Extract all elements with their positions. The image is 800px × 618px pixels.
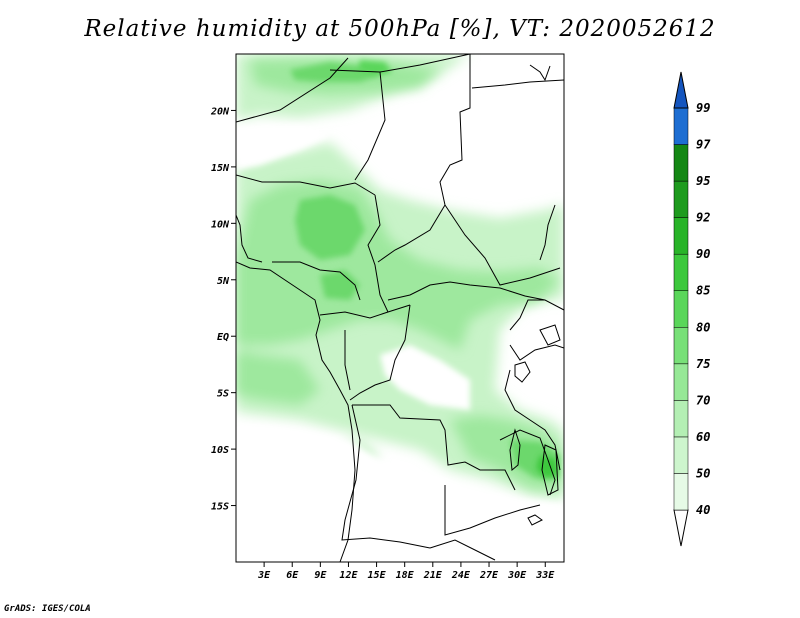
border-line <box>504 369 561 471</box>
border-line <box>236 57 349 123</box>
lon-tick-label: 15E <box>368 570 387 581</box>
humidity-area-medium <box>236 350 320 405</box>
dry-area <box>236 125 330 170</box>
border-line <box>272 261 361 301</box>
lake-outline <box>509 428 521 471</box>
colorbar-label: 75 <box>696 357 710 371</box>
lake-outline <box>514 361 531 383</box>
lake-outline <box>539 324 561 346</box>
colorbar: 40 50 60 70 75 80 85 90 92 95 97 99 <box>673 71 711 547</box>
border-line <box>444 485 541 536</box>
border-line <box>429 539 496 561</box>
lat-tick-label: 5S <box>217 389 229 400</box>
humidity-area-dark <box>320 270 360 300</box>
border-line <box>499 429 556 496</box>
border-line <box>387 281 546 301</box>
border-line <box>471 79 564 89</box>
lon-tick-label: 12E <box>339 570 358 581</box>
lon-tick-label: 9E <box>314 570 327 581</box>
border-line <box>344 330 351 391</box>
chart-title: Relative humidity at 500hPa [%], VT: 202… <box>84 16 716 42</box>
map-frame <box>235 53 565 563</box>
colorbar-min-triangle <box>673 509 689 547</box>
lat-tick-label: 10N <box>211 219 230 230</box>
colorbar-label: 40 <box>696 503 710 517</box>
border-line <box>377 204 446 263</box>
border-line <box>539 204 556 261</box>
colorbar-label: 70 <box>696 393 710 407</box>
lat-tick-label: 5N <box>217 276 230 287</box>
colorbar-label: 60 <box>696 430 710 444</box>
border-line <box>354 71 386 181</box>
latitude-ticks: 20N 15N 10N 5N EQ 5S 10S 15S <box>210 106 236 513</box>
lon-tick-label: 3E <box>257 570 271 581</box>
river-line <box>529 64 551 82</box>
lat-tick-label: 15S <box>211 502 229 513</box>
colorbar-label: 92 <box>696 211 710 225</box>
lat-tick-label: EQ <box>217 332 229 343</box>
lon-tick-label: 33E <box>535 570 555 581</box>
colorbar-segment <box>673 327 689 365</box>
credit-text: GrADS: IGES/COLA <box>4 604 91 614</box>
border-line <box>509 299 564 331</box>
colorbar-label: 85 <box>696 284 710 298</box>
colorbar-label: 90 <box>696 247 710 261</box>
colorbar-segment <box>673 473 689 511</box>
colorbar-segment <box>673 436 689 474</box>
colorbar-segment <box>673 363 689 401</box>
colorbar-segment <box>673 253 689 291</box>
lat-tick-label: 20N <box>210 106 230 117</box>
border-line <box>439 54 471 206</box>
lon-tick-label: 18E <box>396 570 415 581</box>
lat-tick-label: 10S <box>211 445 229 456</box>
border-line <box>341 404 431 549</box>
border-line <box>352 404 516 491</box>
lon-tick-label: 30E <box>507 570 527 581</box>
colorbar-segment <box>673 217 689 255</box>
lat-tick-label: 15N <box>211 163 230 174</box>
colorbar-label: 50 <box>696 466 710 480</box>
border-line <box>367 194 389 313</box>
lon-tick-label: 24E <box>451 570 471 581</box>
colorbar-label: 97 <box>696 138 711 152</box>
dry-area <box>236 425 564 562</box>
lake-outline <box>541 444 559 496</box>
border-line <box>319 304 411 319</box>
colorbar-segment <box>673 290 689 328</box>
lon-tick-label: 27E <box>479 570 499 581</box>
colorbar-label: 80 <box>696 320 710 334</box>
colorbar-label: 99 <box>696 101 710 115</box>
coastline <box>236 261 356 562</box>
longitude-ticks: 3E 6E 9E 12E 15E 18E 21E 24E 27E 30E 33E <box>257 562 555 581</box>
border-line <box>444 204 561 286</box>
country-borders <box>236 54 564 562</box>
colorbar-segment <box>673 400 689 438</box>
colorbar-label: 95 <box>696 174 710 188</box>
border-line <box>349 304 411 401</box>
coastline <box>236 214 263 263</box>
border-line <box>329 54 471 73</box>
humidity-area-peak <box>358 60 392 76</box>
lon-tick-label: 6E <box>286 570 299 581</box>
dry-patches <box>236 125 564 562</box>
colorbar-segment <box>673 144 689 182</box>
colorbar-segment <box>673 107 689 145</box>
border-line <box>509 344 564 361</box>
lon-tick-label: 21E <box>423 570 443 581</box>
colorbar-segment <box>673 180 689 218</box>
dry-area <box>380 345 470 410</box>
border-line <box>236 174 376 196</box>
colorbar-max-triangle <box>673 71 689 109</box>
humidity-area-dark <box>295 195 365 260</box>
coastline <box>527 514 543 526</box>
